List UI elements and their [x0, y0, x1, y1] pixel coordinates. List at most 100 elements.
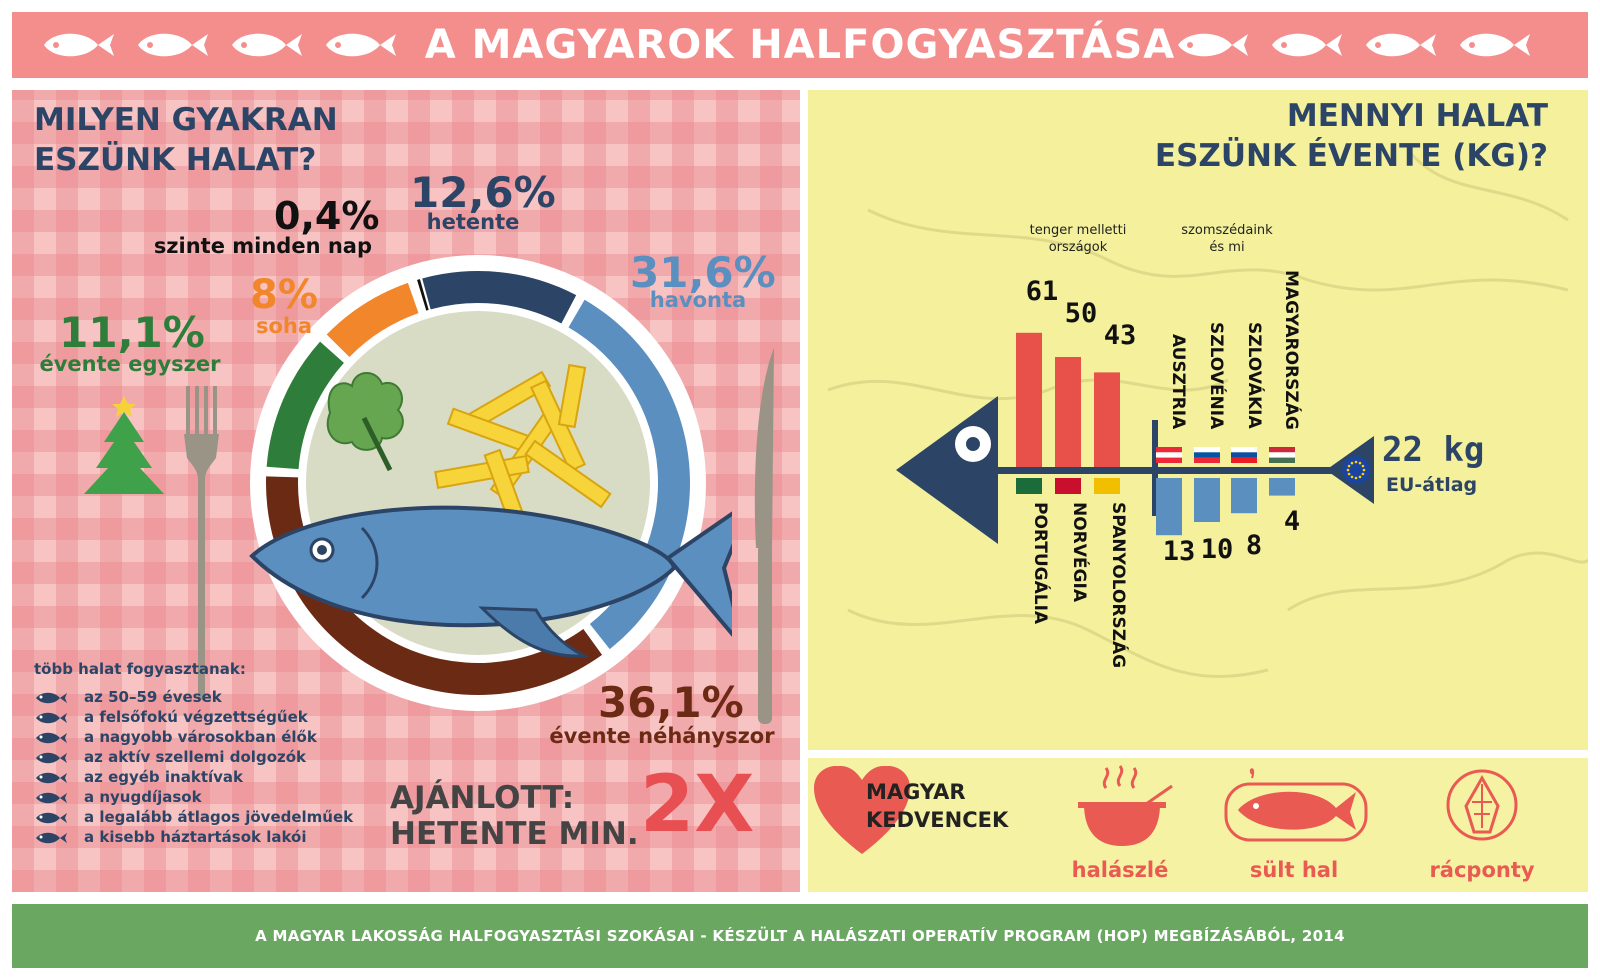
value-spain: 43 — [1103, 320, 1137, 351]
more-fish-list-text: a felsőfokú végzettségűek — [84, 708, 308, 726]
label-portugal: PORTUGÁLIA — [1030, 502, 1050, 625]
eu-average-label: EU-átlag — [1386, 474, 1478, 496]
flag-hungary-icon — [1269, 447, 1295, 463]
consumption-title-line1: MENNYI HALAT — [1286, 98, 1548, 134]
fish-icon — [1178, 33, 1248, 57]
fish-rib — [1152, 420, 1158, 516]
flag-portugal-icon — [1016, 478, 1042, 494]
bar-spain — [1094, 372, 1120, 467]
label-hungary: MAGYARORSZÁG — [1281, 270, 1301, 430]
bar-portugal — [1016, 332, 1042, 467]
value-norway: 50 — [1064, 298, 1098, 329]
pct-never-label: soha — [255, 314, 313, 338]
favorite-fried-fish-label: sült hal — [1249, 858, 1339, 882]
flag-austria-icon — [1156, 447, 1182, 463]
small-fish-icon — [36, 792, 67, 804]
segment-yearly-few — [266, 476, 603, 695]
more-fish-list-text: a legalább átlagos jövedelműek — [84, 808, 354, 826]
bar-slovenia — [1194, 478, 1220, 522]
fish-icon — [326, 33, 396, 57]
more-fish-list-text: az 50–59 évesek — [84, 688, 222, 706]
small-fish-icon — [36, 772, 67, 784]
frequency-title-line2: ESZÜNK HALAT? — [34, 142, 317, 178]
fish-icon — [1272, 33, 1342, 57]
favorite-racponty-label: rácponty — [1429, 858, 1535, 882]
europe-map-background — [827, 149, 1588, 678]
pct-daily-value: 0,4% — [274, 194, 380, 238]
frequency-title-line1: MILYEN GYAKRAN — [34, 102, 338, 138]
more-fish-title: több halat fogyasztanak: — [34, 660, 246, 678]
pct-weekly-value: 12,6% — [410, 168, 556, 217]
pct-yearly-few-label: évente néhányszor — [549, 724, 775, 748]
small-fish-icon — [36, 712, 67, 724]
label-austria: AUSZTRIA — [1168, 334, 1188, 430]
label-slovakia: SZLOVÁKIA — [1244, 322, 1264, 429]
more-fish-list-item: a nyugdíjasok — [34, 788, 354, 808]
more-fish-list-item: az aktív szellemi dolgozók — [34, 748, 354, 768]
flag-slovenia-icon — [1194, 447, 1220, 463]
bar-hungary — [1269, 478, 1295, 496]
segment-yearly-once — [266, 341, 344, 470]
fish-head — [896, 396, 998, 544]
pct-yearly-once-label: évente egyszer — [39, 352, 221, 376]
more-fish-list-text: az aktív szellemi dolgozók — [84, 748, 307, 766]
small-fish-icon — [36, 812, 67, 824]
page-title: A MAGYAROK HALFOGYASZTÁSA — [424, 22, 1176, 68]
segment-weekly — [422, 271, 577, 324]
fish-skeleton-chart — [896, 332, 1374, 544]
segment-daily — [417, 279, 429, 311]
value-slovakia: 8 — [1245, 530, 1263, 561]
flag-spain-icon — [1094, 478, 1120, 494]
knife-icon — [754, 348, 774, 724]
frequency-panel: MILYEN GYAKRAN ESZÜNK HALAT? — [12, 90, 800, 892]
more-fish-list-item: az egyéb inaktívak — [34, 768, 354, 788]
value-hungary: 4 — [1283, 506, 1301, 537]
fried-fish-icon — [1224, 768, 1368, 842]
consumption-title-line2: ESZÜNK ÉVENTE (KG)? — [1154, 138, 1548, 174]
small-fish-icon — [36, 832, 67, 844]
pct-yearly-few-value: 36,1% — [598, 678, 744, 727]
value-portugal: 61 — [1025, 276, 1059, 307]
fish-icon — [44, 33, 114, 57]
lettuce-icon — [326, 372, 404, 472]
flag-slovakia-icon — [1231, 447, 1257, 463]
fish-decor-icons — [44, 33, 1530, 57]
pct-monthly-label: havonta — [649, 288, 747, 312]
flag-norway-icon — [1055, 478, 1081, 494]
more-fish-list-item: a kisebb háztartások lakói — [34, 828, 354, 848]
fish-icon — [249, 505, 732, 658]
fish-icon — [1460, 33, 1530, 57]
fork-icon — [184, 386, 219, 700]
heart-icon — [814, 766, 910, 854]
pct-yearly-once-value: 11,1% — [59, 308, 205, 357]
group-neighbors-label: szomszédaink és mi — [1181, 223, 1273, 255]
racponty-icon — [1446, 769, 1518, 841]
label-spain: SPANYOLORSZÁG — [1108, 502, 1128, 669]
more-fish-list-item: a legalább átlagos jövedelműek — [34, 808, 354, 828]
more-fish-list-text: a nagyobb városokban élők — [84, 728, 317, 746]
small-fish-icon — [36, 732, 67, 744]
bar-austria — [1156, 478, 1182, 536]
pct-monthly-value: 31,6% — [630, 248, 776, 297]
recommended-value: 2X — [640, 760, 755, 850]
pct-daily-label: szinte minden nap — [153, 234, 372, 258]
footer-source-text: A MAGYAR LAKOSSÁG HALFOGYASZTÁSI SZOKÁSA… — [255, 927, 1345, 945]
recommended-line2: HETENTE MIN. — [390, 816, 639, 852]
consumption-panel: MENNYI HALAT ESZÜNK ÉVENTE (KG)? tenger … — [808, 90, 1588, 750]
favorites-title-line2: KEDVENCEK — [866, 808, 1009, 832]
fish-icon — [232, 33, 302, 57]
more-fish-list-item: a nagyobb városokban élők — [34, 728, 354, 748]
pct-weekly-label: hetente — [426, 210, 520, 234]
fish-soup-icon — [1078, 765, 1173, 846]
bar-norway — [1055, 357, 1081, 467]
favorites-title-line1: MAGYAR — [866, 780, 966, 804]
label-slovenia: SZLOVÉNIA — [1206, 322, 1226, 430]
bar-slovakia — [1231, 478, 1257, 514]
favorites-panel: MAGYAR KEDVENCEK halászlé sült hal rácpo… — [808, 758, 1588, 892]
more-fish-list-text: az egyéb inaktívak — [84, 768, 244, 786]
pct-never-value: 8% — [250, 272, 318, 318]
footer-banner: A MAGYAR LAKOSSÁG HALFOGYASZTÁSI SZOKÁSA… — [12, 904, 1588, 968]
value-slovenia: 10 — [1200, 534, 1234, 565]
more-fish-list-text: a kisebb háztartások lakói — [84, 828, 307, 846]
group-sea-label: tenger melletti országok — [1029, 223, 1127, 255]
